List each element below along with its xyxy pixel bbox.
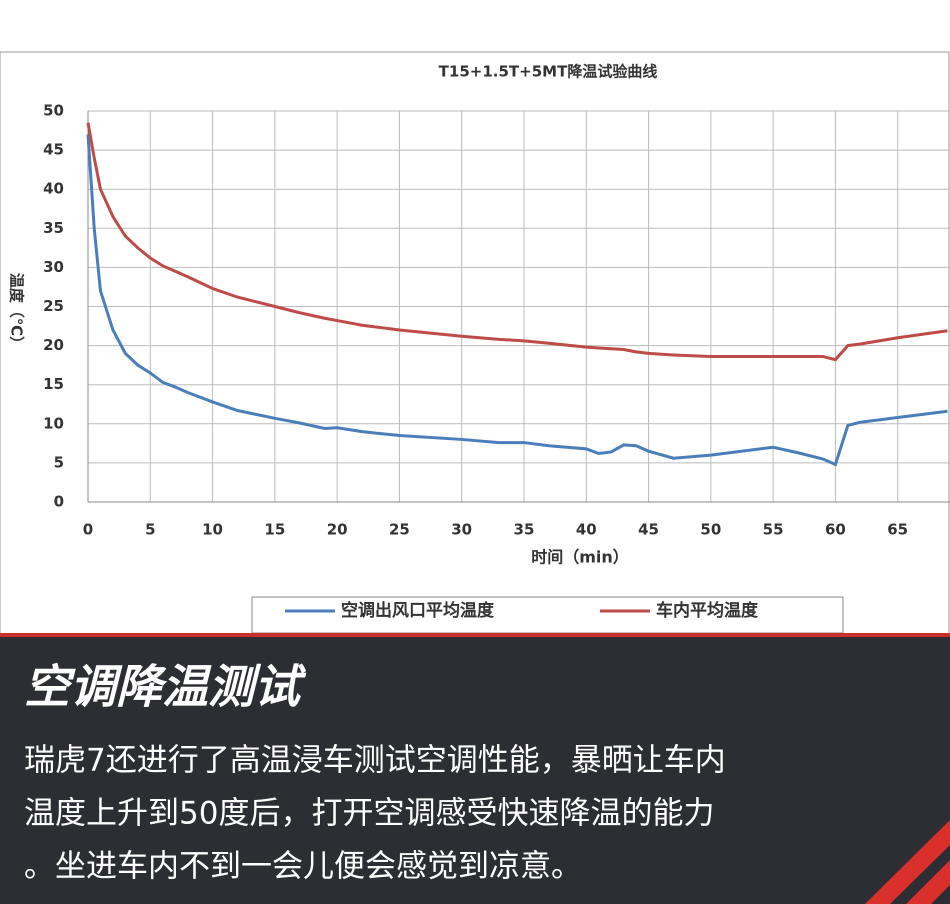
y-tick-label: 0 <box>54 493 64 511</box>
y-tick-label: 20 <box>43 336 64 354</box>
data-line <box>86 134 948 467</box>
caption-line: 温度上升到50度后，打开空调感受快速降温的能力 <box>24 796 714 832</box>
x-tick-label: 40 <box>576 521 597 539</box>
y-tick-label: 5 <box>54 453 64 471</box>
y-tick-label: 50 <box>43 102 64 120</box>
y-axis-label: 温度（℃） <box>8 273 26 351</box>
x-tick-label: 10 <box>202 521 223 539</box>
x-tick-label: 15 <box>264 521 285 539</box>
x-axis-label: 时间（min） <box>531 548 629 567</box>
x-tick-label: 0 <box>83 521 93 539</box>
x-tick-label: 45 <box>638 521 659 539</box>
caption-heading: 空调降温测试 <box>24 660 307 714</box>
x-tick-label: 55 <box>763 521 784 539</box>
caption-panel <box>0 633 950 904</box>
y-tick-label: 40 <box>43 180 64 198</box>
y-tick-label: 30 <box>43 258 64 276</box>
x-tick-label: 35 <box>514 521 535 539</box>
y-tick-label: 35 <box>43 219 64 237</box>
y-tick-label: 10 <box>43 414 64 432</box>
y-tick-label: 15 <box>43 375 64 393</box>
caption-border <box>0 633 950 637</box>
y-tick-label: 45 <box>43 141 64 159</box>
caption-line: 。坐进车内不到一会儿便会感觉到凉意。 <box>24 849 582 885</box>
decor-stripes <box>865 820 950 904</box>
caption-line: 瑞虎7还进行了高温浸车测试空调性能，暴晒让车内 <box>24 743 726 779</box>
x-tick-label: 30 <box>451 521 472 539</box>
legend-label: 车内平均温度 <box>656 600 759 621</box>
x-tick-label: 25 <box>389 521 410 539</box>
x-tick-label: 5 <box>145 521 155 539</box>
legend-label: 空调出风口平均温度 <box>341 600 495 621</box>
y-tick-label: 25 <box>43 297 64 315</box>
chart-frame <box>0 51 950 637</box>
data-line <box>86 122 948 362</box>
x-tick-label: 20 <box>327 521 348 539</box>
legend-box <box>251 596 844 634</box>
x-tick-label: 65 <box>887 521 908 539</box>
x-tick-label: 60 <box>825 521 846 539</box>
chart-title: T15+1.5T+5MT降温试验曲线 <box>439 63 658 81</box>
x-tick-label: 50 <box>700 521 721 539</box>
